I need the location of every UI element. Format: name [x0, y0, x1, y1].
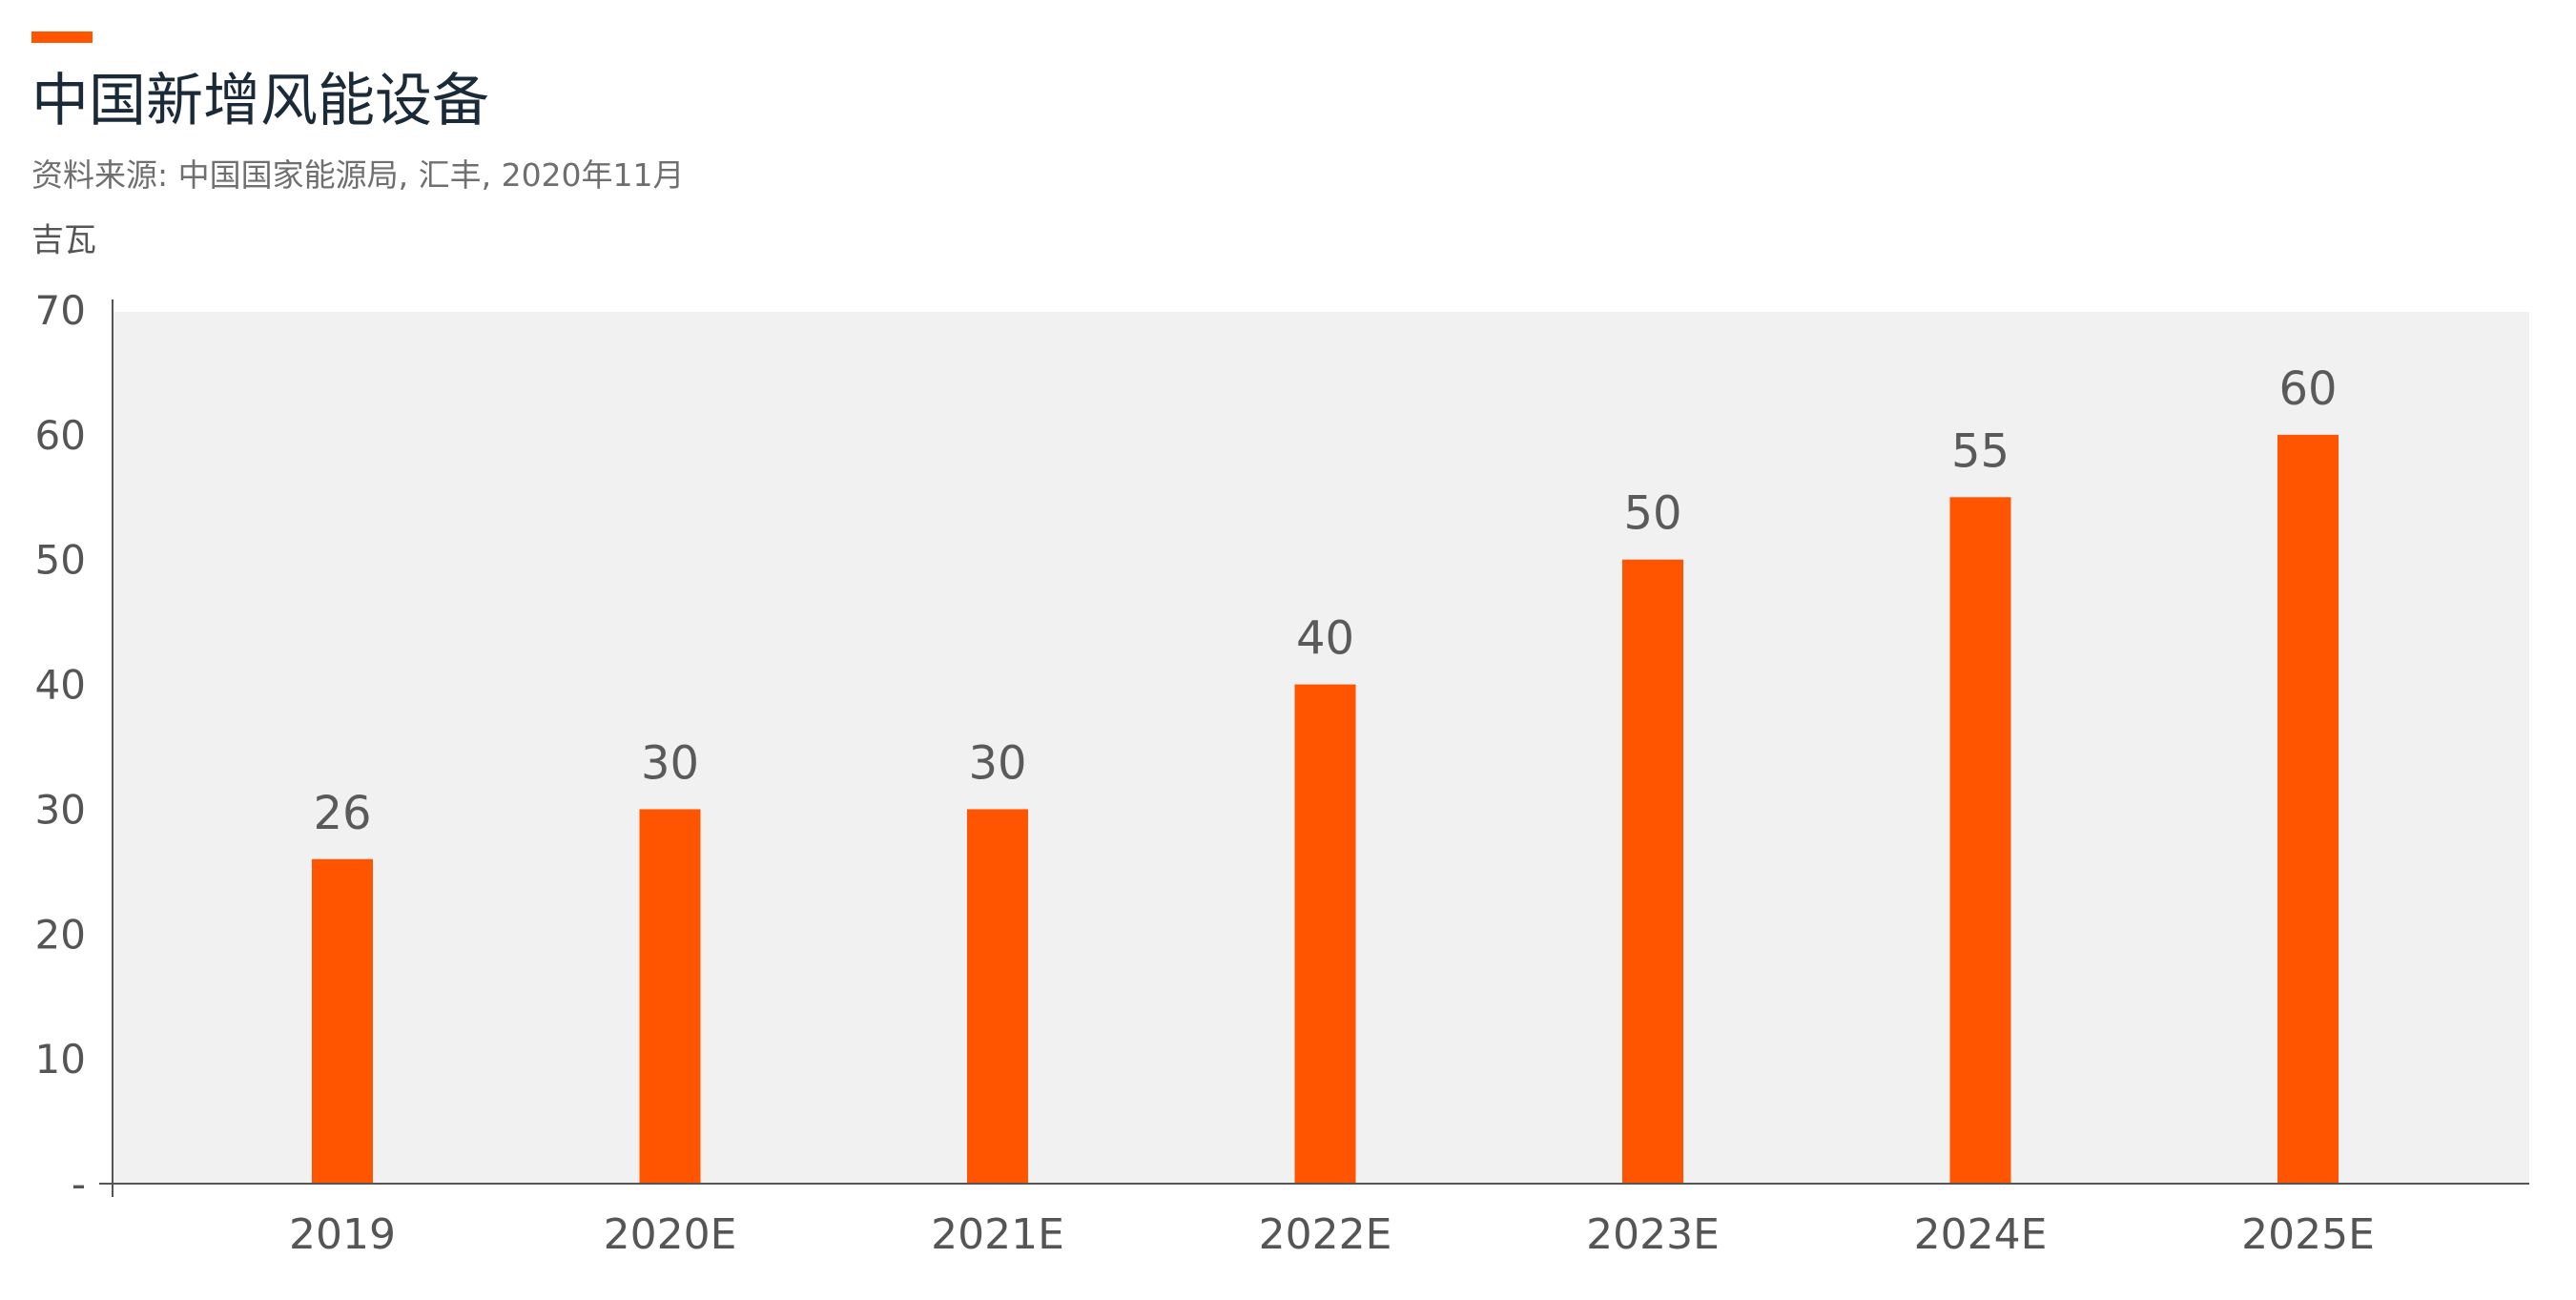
y-tick-label-10: 10 — [35, 1036, 86, 1083]
data-labels-group: 26 30 30 40 50 55 60 — [313, 362, 2337, 840]
y-tick-label-50: 50 — [35, 537, 86, 584]
bar-2025E — [2277, 434, 2339, 1184]
bar-2021E — [967, 809, 1028, 1184]
axes-group — [99, 299, 2529, 1197]
bar-2024E — [1949, 497, 2011, 1184]
data-label-2023E: 50 — [1623, 487, 1681, 541]
y-tick-label-20: 20 — [35, 911, 86, 958]
data-label-2025E: 60 — [2278, 362, 2337, 416]
chart-title: 中国新增风能设备 — [31, 68, 489, 134]
data-label-2021E: 30 — [968, 736, 1026, 790]
data-label-2022E: 40 — [1296, 612, 1354, 666]
bar-2020E — [639, 809, 701, 1184]
x-tick-label-2025E: 2025E — [2241, 1210, 2375, 1259]
x-tick-label-2022E: 2022E — [1259, 1210, 1392, 1259]
chart-source: 资料来源: 中国国家能源局, 汇丰, 2020年11月 — [31, 156, 685, 194]
y-ticks-group: - 10 20 30 40 50 60 70 — [35, 287, 86, 1207]
data-label-2019: 26 — [313, 787, 371, 840]
y-tick-label-30: 30 — [35, 786, 86, 833]
accent-bar — [31, 31, 93, 43]
x-tick-label-2023E: 2023E — [1586, 1210, 1720, 1259]
y-tick-label-70: 70 — [35, 287, 86, 334]
bar-2019 — [312, 858, 373, 1184]
x-tick-label-2020E: 2020E — [604, 1210, 737, 1259]
x-ticks-group: 2019 2020E 2021E 2022E 2023E 2024E 2025E — [289, 1210, 2375, 1259]
data-label-2020E: 30 — [641, 736, 699, 790]
data-label-2024E: 55 — [1951, 424, 2009, 478]
y-tick-label-60: 60 — [35, 412, 86, 459]
y-tick-label-0: - — [72, 1161, 86, 1207]
x-tick-label-2021E: 2021E — [931, 1210, 1064, 1259]
bars-group — [312, 434, 2339, 1184]
bar-2023E — [1622, 559, 1683, 1184]
x-tick-label-2019: 2019 — [289, 1210, 396, 1259]
y-tick-label-40: 40 — [35, 662, 86, 709]
y-axis-unit: 吉瓦 — [31, 221, 96, 259]
bar-2022E — [1294, 684, 1356, 1184]
x-tick-label-2024E: 2024E — [1914, 1210, 2048, 1259]
